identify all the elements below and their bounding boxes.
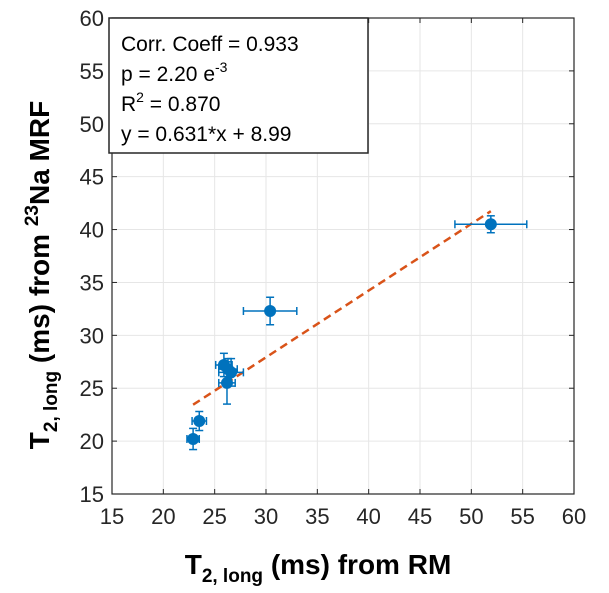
- stats-p-text: p = 2.20 e-3: [121, 59, 228, 86]
- y-tick-label: 20: [80, 429, 104, 454]
- stats-fit-text: y = 0.631*x + 8.99: [121, 123, 291, 146]
- x-tick-labels: 15 20 25 30 35 40 45 50 55 60: [100, 504, 586, 529]
- y-axis-title-rest1: (ms) from: [24, 226, 55, 371]
- point-marker: [193, 415, 206, 428]
- y-tick-label: 60: [80, 6, 104, 31]
- x-axis-title-main: T: [185, 549, 202, 580]
- x-tick-label: 55: [510, 504, 534, 529]
- x-tick-label: 30: [254, 504, 278, 529]
- x-tick-label: 60: [562, 504, 586, 529]
- x-tick-label: 40: [356, 504, 380, 529]
- y-axis-title-rest2: Na MRF: [24, 101, 55, 205]
- x-tick-label: 15: [100, 504, 124, 529]
- point-marker: [187, 432, 200, 445]
- y-tick-label: 25: [80, 376, 104, 401]
- stats-p-main: p = 2.20 e: [121, 63, 215, 86]
- data-point: [186, 427, 201, 451]
- data-points-group: [186, 215, 528, 451]
- x-tick-label: 50: [459, 504, 483, 529]
- stats-r2-rest: = 0.870: [144, 93, 220, 116]
- stats-box: Corr. Coeff = 0.933 p = 2.20 e-3 R2 = 0.…: [108, 17, 369, 154]
- x-axis-title-sub: 2, long: [202, 566, 263, 587]
- y-tick-label: 15: [80, 482, 104, 507]
- data-point: [242, 296, 298, 326]
- y-tick-label: 55: [80, 59, 104, 84]
- stats-p-exp: -3: [215, 59, 228, 75]
- y-tick-label: 35: [80, 270, 104, 295]
- stats-r2-text: R2 = 0.870: [121, 89, 220, 116]
- y-tick-labels: 15 20 25 30 35 40 45 50 55 60: [80, 6, 104, 507]
- x-axis-title-rest: (ms) from RM: [263, 549, 451, 580]
- x-tick-label: 35: [305, 504, 329, 529]
- y-axis-title: T2, long (ms) from 23Na MRF: [22, 101, 62, 449]
- data-point: [218, 357, 245, 387]
- y-tick-label: 30: [80, 323, 104, 348]
- stats-r2-main: R: [121, 93, 136, 116]
- point-marker: [484, 218, 497, 231]
- y-axis-title-sub: 2, long: [41, 371, 62, 432]
- stats-corr-text: Corr. Coeff = 0.933: [121, 33, 299, 56]
- y-axis-title-sup: 23: [22, 205, 43, 226]
- x-tick-label: 45: [408, 504, 432, 529]
- y-tick-label: 45: [80, 165, 104, 190]
- stats-box-frame: [108, 17, 369, 154]
- x-tick-label: 25: [202, 504, 226, 529]
- y-tick-label: 40: [80, 218, 104, 243]
- x-tick-label: 20: [151, 504, 175, 529]
- stats-r2-exp: 2: [136, 89, 144, 105]
- data-point: [191, 410, 208, 432]
- point-marker: [225, 366, 238, 379]
- y-tick-label: 50: [80, 112, 104, 137]
- point-marker: [264, 305, 277, 318]
- y-axis-title-main: T: [24, 432, 55, 449]
- x-axis-title: T2, long (ms) from RM: [185, 549, 452, 587]
- data-point: [454, 215, 528, 234]
